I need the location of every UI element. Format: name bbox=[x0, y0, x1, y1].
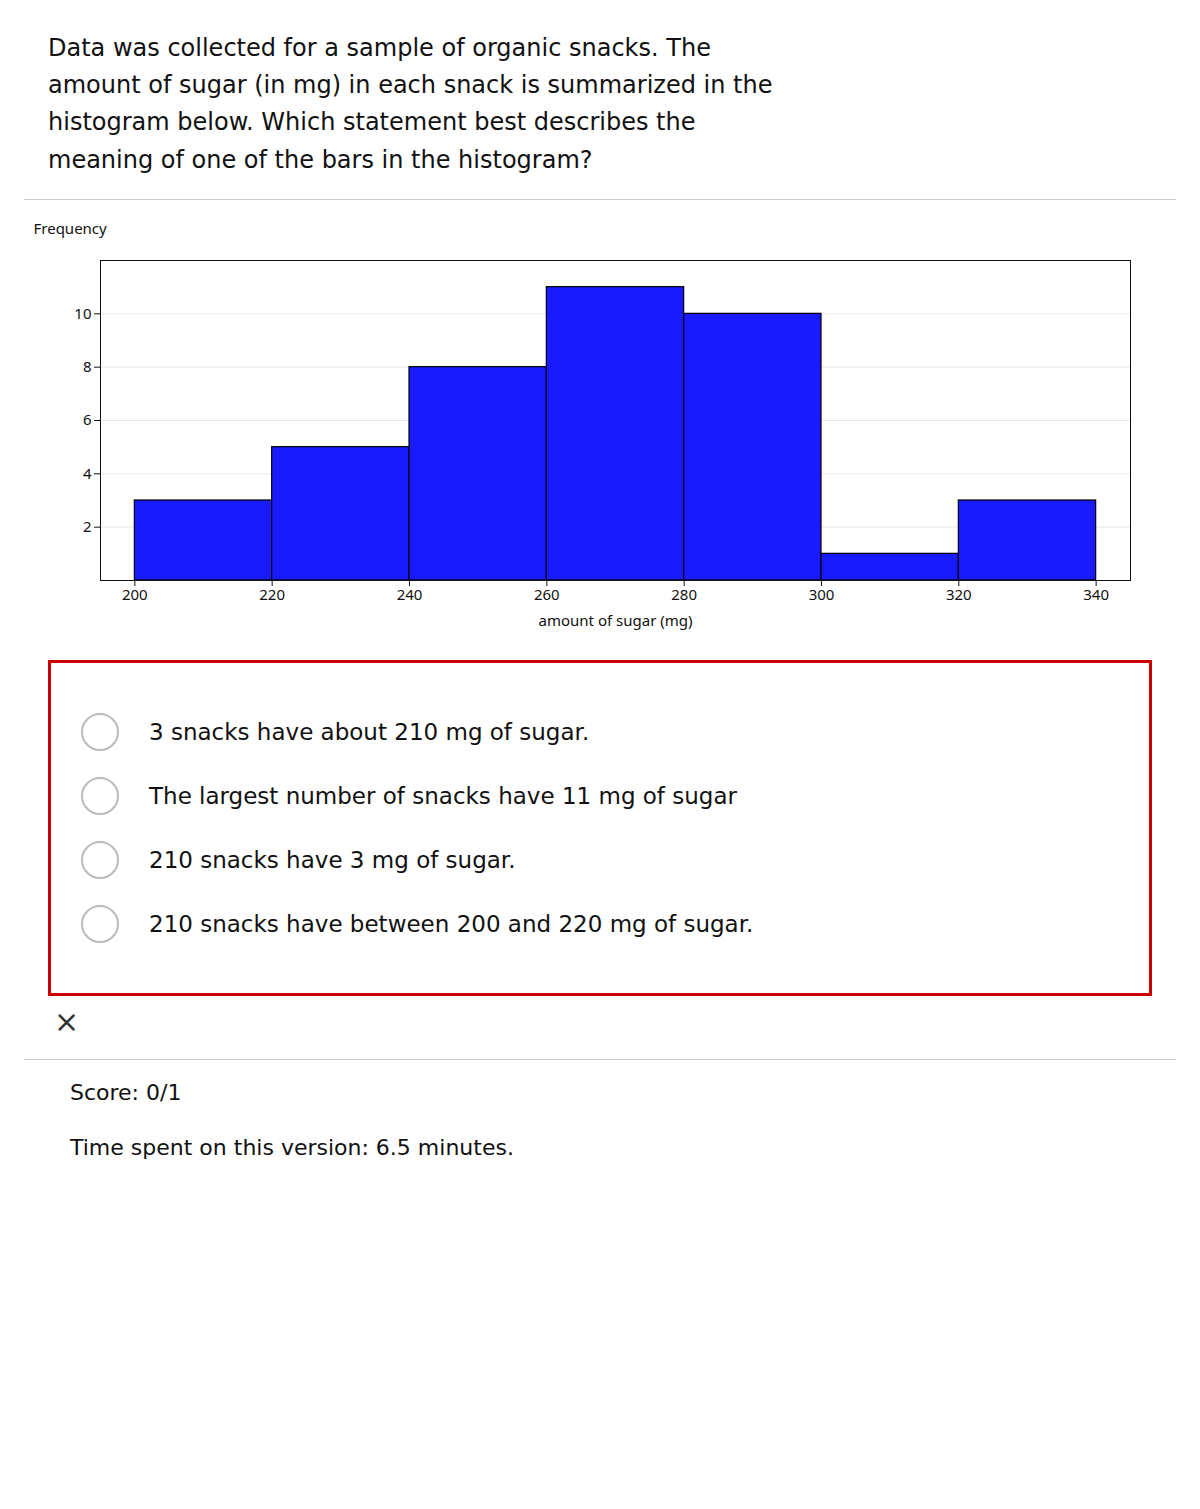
html-text:The largest number of snacks h: The largest number of snacks have 11 mg … bbox=[149, 782, 737, 809]
svg-text:6: 6 bbox=[83, 409, 92, 429]
html-text:210 snacks have between 200 an: 210 snacks have between 200 and 220 mg o… bbox=[149, 910, 754, 937]
svg-text:4: 4 bbox=[83, 462, 92, 482]
svg-text:8: 8 bbox=[83, 356, 92, 376]
svg-text:280: 280 bbox=[671, 584, 697, 604]
html-text:Data was collected for a sampl: Data was collected for a sample of organ… bbox=[48, 34, 773, 174]
svg-text:320: 320 bbox=[946, 584, 972, 604]
svg-text:300: 300 bbox=[809, 584, 835, 604]
html-text:3 snacks have about 210 mg of: 3 snacks have about 210 mg of sugar. bbox=[149, 718, 590, 745]
html-text:Score: 0/1: Score: 0/1 bbox=[70, 1079, 182, 1105]
svg-text:2: 2 bbox=[83, 516, 92, 536]
svg-text:200: 200 bbox=[122, 584, 148, 604]
svg-text:240: 240 bbox=[397, 584, 423, 604]
svg-text:220: 220 bbox=[259, 584, 285, 604]
svg-text:260: 260 bbox=[534, 584, 560, 604]
html-text:210 snacks have 3 mg of sugar.: 210 snacks have 3 mg of sugar. bbox=[149, 846, 516, 873]
svg-text:Frequency: Frequency bbox=[34, 220, 108, 238]
html-text:Time spent on this version: 6.: Time spent on this version: 6.5 minutes. bbox=[70, 1134, 514, 1160]
svg-text:amount of sugar (mg): amount of sugar (mg) bbox=[539, 609, 693, 629]
svg-text:10: 10 bbox=[74, 302, 91, 322]
svg-text:340: 340 bbox=[1083, 584, 1109, 604]
